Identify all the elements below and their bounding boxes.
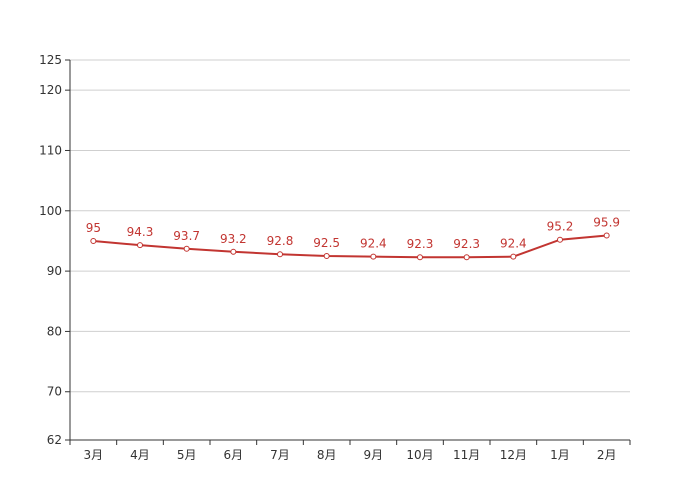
- data-point: [90, 237, 97, 244]
- data-point: [417, 254, 423, 261]
- x-tick-label: 6月: [224, 448, 244, 462]
- x-tick-label: 7月: [270, 448, 290, 462]
- data-label: 95.9: [593, 216, 620, 230]
- x-tick-label: 2月: [597, 448, 617, 462]
- data-point: [463, 254, 470, 261]
- data-point: [230, 248, 237, 255]
- data-point: [510, 253, 517, 260]
- data-point: [603, 232, 610, 239]
- x-tick-label: 5月: [177, 448, 197, 462]
- x-tick-label: 8月: [317, 448, 337, 462]
- x-axis-ticks: 3月 4月 5月 6月 7月 8月 9月 10月 11月 12月 1月 2月: [69, 440, 631, 462]
- data-label: 92.5: [313, 236, 340, 250]
- data-label: 92.4: [360, 237, 387, 251]
- data-label: 92.3: [453, 237, 480, 251]
- series-line: [93, 234, 607, 259]
- data-label: 92.3: [407, 237, 434, 251]
- data-label: 94.3: [127, 225, 154, 239]
- data-label: 93.2: [220, 232, 247, 246]
- y-tick-label: 62: [47, 433, 62, 447]
- data-point: [137, 242, 143, 249]
- data-point: [557, 236, 563, 243]
- grid-lines: [70, 59, 630, 393]
- y-tick-label: 110: [39, 143, 62, 157]
- y-tick-label: 80: [47, 324, 62, 338]
- y-tick-label: 120: [39, 83, 62, 97]
- data-label: 93.7: [173, 229, 200, 243]
- data-point: [370, 253, 377, 260]
- data-point: [277, 251, 283, 258]
- axes: [69, 60, 630, 441]
- x-tick-label: 10月: [406, 448, 433, 462]
- x-tick-label: 4月: [130, 448, 150, 462]
- data-point: [183, 245, 190, 252]
- y-tick-label: 70: [47, 385, 62, 399]
- series: 95 94.3 93.7 93.2 92.8 92.5 92.4 92.3 92.3 92.4 95…: [86, 216, 620, 261]
- y-tick-label: 125: [39, 53, 62, 67]
- data-label: 95.2: [547, 220, 574, 234]
- y-tick-label: 90: [47, 264, 62, 278]
- x-tick-label: 11月: [453, 448, 480, 462]
- x-tick-label: 1月: [550, 448, 570, 462]
- y-axis-ticks: 62 70 80 90 100 110 120 125: [39, 53, 70, 447]
- y-tick-label: 100: [39, 204, 62, 218]
- data-point: [323, 253, 330, 260]
- data-label: 92.8: [267, 234, 294, 248]
- x-tick-label: 9月: [364, 448, 384, 462]
- x-tick-label: 12月: [500, 448, 527, 462]
- x-tick-label: 3月: [84, 448, 104, 462]
- data-label: 95: [86, 221, 101, 235]
- data-label: 92.4: [500, 237, 527, 251]
